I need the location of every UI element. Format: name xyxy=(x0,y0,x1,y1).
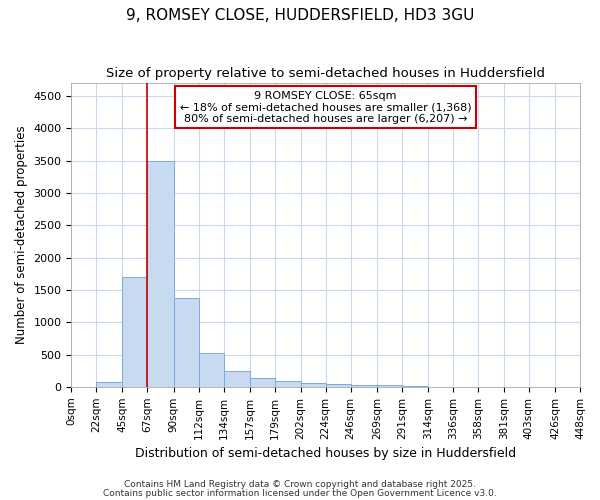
Text: Contains HM Land Registry data © Crown copyright and database right 2025.: Contains HM Land Registry data © Crown c… xyxy=(124,480,476,489)
Bar xyxy=(377,385,402,387)
Bar xyxy=(199,352,224,387)
Y-axis label: Number of semi-detached properties: Number of semi-detached properties xyxy=(15,126,28,344)
Bar xyxy=(224,371,250,387)
Bar xyxy=(275,380,301,387)
Text: Contains public sector information licensed under the Open Government Licence v3: Contains public sector information licen… xyxy=(103,488,497,498)
Text: 9, ROMSEY CLOSE, HUDDERSFIELD, HD3 3GU: 9, ROMSEY CLOSE, HUDDERSFIELD, HD3 3GU xyxy=(126,8,474,22)
Bar xyxy=(173,298,199,387)
Bar xyxy=(148,160,173,387)
Bar xyxy=(326,384,350,387)
Bar xyxy=(122,277,148,387)
Bar xyxy=(250,378,275,387)
Bar xyxy=(350,384,377,387)
Title: Size of property relative to semi-detached houses in Huddersfield: Size of property relative to semi-detach… xyxy=(106,68,545,80)
Bar xyxy=(301,383,326,387)
X-axis label: Distribution of semi-detached houses by size in Huddersfield: Distribution of semi-detached houses by … xyxy=(135,447,516,460)
Bar xyxy=(97,382,122,387)
Text: 9 ROMSEY CLOSE: 65sqm
← 18% of semi-detached houses are smaller (1,368)
80% of s: 9 ROMSEY CLOSE: 65sqm ← 18% of semi-deta… xyxy=(180,91,472,124)
